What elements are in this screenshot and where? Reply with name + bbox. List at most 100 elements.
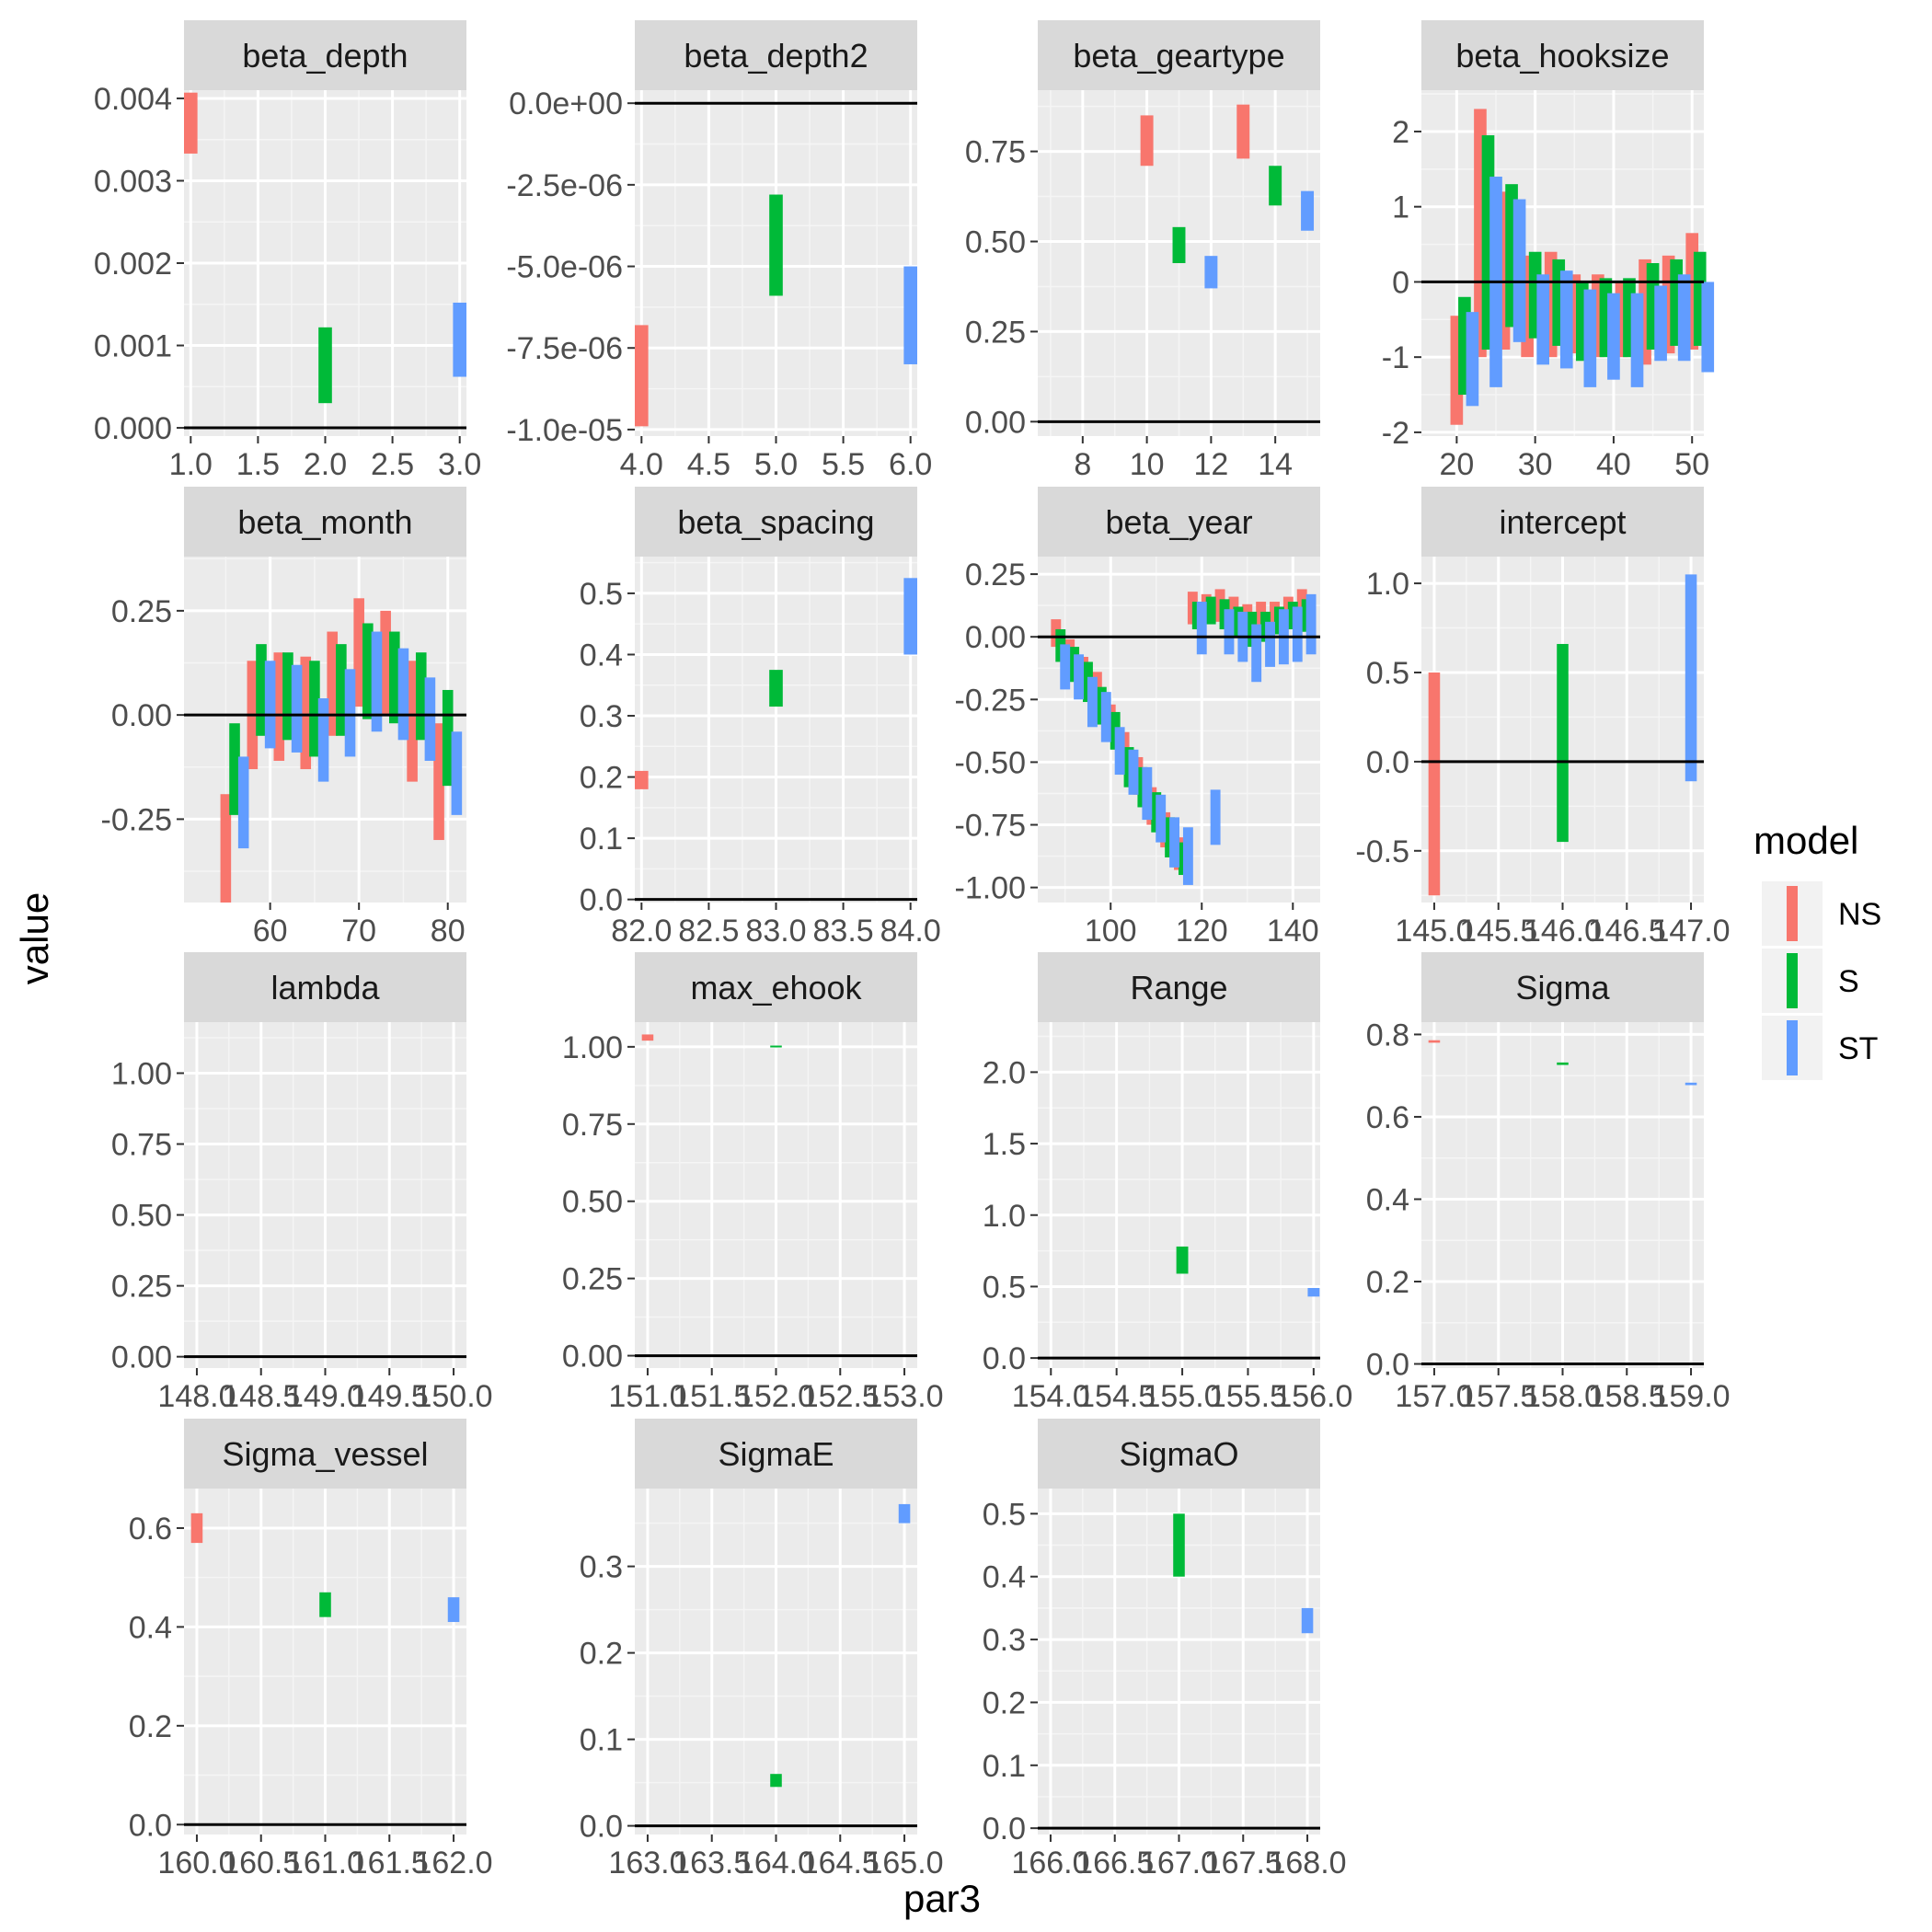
y-tick-label: 0.2: [580, 761, 623, 796]
y-tick-label: 0.00: [562, 1340, 623, 1374]
y-tick-label: 0.6: [1366, 1100, 1409, 1135]
bar-ns: [1140, 115, 1154, 167]
bar-st: [898, 1503, 911, 1524]
bar-ns: [1236, 104, 1250, 159]
x-tick-label: 84.0: [880, 914, 941, 949]
y-tick-label: 0.0: [983, 1811, 1026, 1846]
y-tick-label: -1.0e-05: [506, 413, 623, 448]
y-tick-label: 0.1: [580, 1723, 623, 1758]
x-tick-label: 100: [1085, 914, 1137, 949]
facet-strip: [184, 1419, 466, 1489]
x-tick-label: 5.5: [822, 447, 865, 482]
bars: [1176, 1246, 1320, 1297]
bars: [1140, 104, 1315, 289]
x-tick-label: 2.5: [371, 447, 414, 482]
x-tick-label: 162.0: [414, 1846, 492, 1880]
y-tick-label: 0.75: [111, 1128, 172, 1163]
x-tick-label: 163.5: [673, 1846, 751, 1880]
y-tick-label: 0.0: [129, 1808, 172, 1843]
y-tick-label: 0.0: [983, 1341, 1026, 1376]
facet-strip: [1421, 487, 1704, 557]
bars: [184, 92, 466, 404]
y-tick-label: 0.8: [1366, 1018, 1409, 1052]
bar-s: [1205, 596, 1216, 625]
y-tick-label: 0.004: [94, 82, 172, 117]
bar-st: [903, 266, 917, 364]
bar-st: [1301, 1607, 1314, 1634]
bar-st: [1685, 1082, 1697, 1086]
bar-s: [282, 652, 293, 741]
bar-st: [1630, 293, 1644, 387]
x-tick-label: 4.0: [620, 447, 663, 482]
y-tick-label: 0.25: [562, 1262, 623, 1297]
bar-s: [229, 723, 240, 815]
x-tick-label: 70: [341, 914, 376, 949]
bar-st: [1701, 282, 1715, 373]
y-tick-label: 0.00: [111, 698, 172, 733]
axes: 0.00 0.25 0.50 0.75 1.00 148.0148.5149.0149.5…: [111, 1022, 493, 1414]
panel-beta-depth2: beta_depth2 -1.0e-05 -7.5e-06 -5.0e-06 -2.5e…: [506, 20, 932, 482]
x-tick-label: 60: [253, 914, 288, 949]
y-tick-label: 1: [1392, 190, 1409, 225]
y-tick-label: 0.5: [580, 577, 623, 612]
plot-background: [1038, 1022, 1320, 1368]
x-tick-label: 12: [1193, 447, 1228, 482]
bar-st: [1156, 794, 1167, 843]
bar-st: [371, 631, 383, 732]
bar-st: [1224, 609, 1235, 655]
facet-strip: [1421, 952, 1704, 1022]
facet-strip: [184, 487, 466, 557]
bar-st: [1074, 654, 1085, 700]
bar-st: [1251, 624, 1262, 683]
y-tick-label: -7.5e-06: [506, 331, 623, 366]
bar-st: [1142, 766, 1153, 821]
bar-st: [1196, 602, 1207, 655]
bar-s: [769, 194, 783, 296]
y-tick-label: 0.00: [965, 620, 1026, 655]
x-tick-label: 2.0: [304, 447, 347, 482]
bar-st: [1305, 593, 1317, 655]
y-tick-label: 0.001: [94, 329, 172, 364]
axes: 0.0 0.1 0.2 0.3 0.4 0.5 166.0166.5167.0167.516…: [983, 1489, 1347, 1880]
facet-strip: [635, 20, 917, 90]
x-tick-label: 10: [1130, 447, 1165, 482]
bar-ns: [327, 631, 339, 736]
bar-st: [1210, 789, 1221, 845]
facet-strip: [184, 20, 466, 90]
panel-sigmae: SigmaE 0.0 0.1 0.2 0.3 163.0163.5164.0164.516…: [580, 1419, 944, 1880]
x-tick-label: 140: [1267, 914, 1319, 949]
x-tick-label: 158.0: [1524, 1379, 1602, 1414]
x-tick-label: 154.5: [1077, 1379, 1156, 1414]
bars: [770, 1503, 911, 1788]
y-tick-label: -1.00: [955, 871, 1027, 906]
y-tick-label: -5.0e-06: [506, 250, 623, 285]
x-tick-label: 167.0: [1140, 1846, 1218, 1880]
y-tick-label: 0: [1392, 265, 1409, 300]
x-tick-label: 157.5: [1459, 1379, 1537, 1414]
facet-strip: [635, 952, 917, 1022]
bar-s: [256, 644, 267, 736]
panel-sigma: Sigma 0.0 0.2 0.4 0.6 0.8 157.0157.5158.0158.5…: [1366, 952, 1731, 1414]
x-tick-label: 155.0: [1144, 1379, 1222, 1414]
x-tick-label: 1.0: [169, 447, 213, 482]
bar-ns: [635, 770, 649, 789]
x-tick-label: 147.0: [1651, 914, 1730, 949]
x-tick-label: 165.0: [865, 1846, 943, 1880]
bar-st: [397, 648, 409, 741]
bar-st: [1677, 274, 1691, 362]
facet-title: max_ehook: [690, 969, 862, 1006]
bar-s: [309, 661, 320, 757]
y-tick-label: 0.5: [983, 1270, 1026, 1305]
x-tick-label: 153.0: [865, 1379, 943, 1414]
y-tick-label: -2.5e-06: [506, 168, 623, 203]
bar-s: [1173, 1513, 1185, 1577]
facet-title: intercept: [1499, 503, 1626, 541]
x-tick-label: 158.5: [1588, 1379, 1666, 1414]
y-tick-label: 1.00: [111, 1056, 172, 1091]
minor-gridlines: [184, 1022, 466, 1368]
y-tick-label: 0.1: [580, 822, 623, 857]
